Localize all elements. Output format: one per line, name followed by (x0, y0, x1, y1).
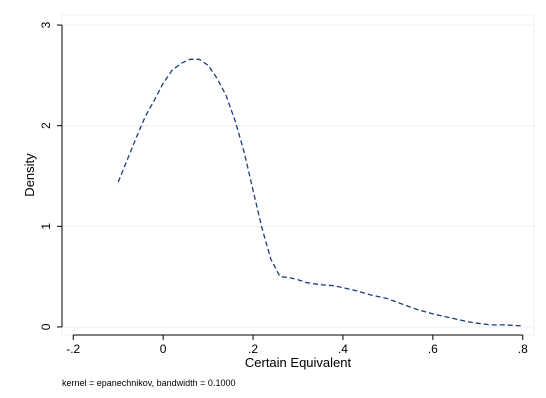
x-tick-label-3: .4 (338, 342, 348, 356)
x-tick-label-0: -.2 (66, 342, 80, 356)
y-tick-label-2: 2 (39, 122, 53, 129)
y-tick-label-0: 0 (39, 323, 53, 330)
x-tick-label-1: 0 (160, 342, 167, 356)
chart-note: kernel = epanechnikov, bandwidth = 0.100… (62, 378, 235, 388)
x-tick-label-4: .6 (428, 342, 438, 356)
y-axis-title: Density (22, 153, 37, 197)
x-axis-title: Certain Equivalent (245, 355, 352, 370)
y-tick-label-3: 3 (39, 21, 53, 28)
density-line-0 (117, 58, 523, 327)
x-tick-label-5: .8 (518, 342, 528, 356)
plot-area (61, 14, 535, 336)
y-tick-label-1: 1 (39, 223, 53, 230)
x-tick-label-2: .2 (248, 342, 258, 356)
